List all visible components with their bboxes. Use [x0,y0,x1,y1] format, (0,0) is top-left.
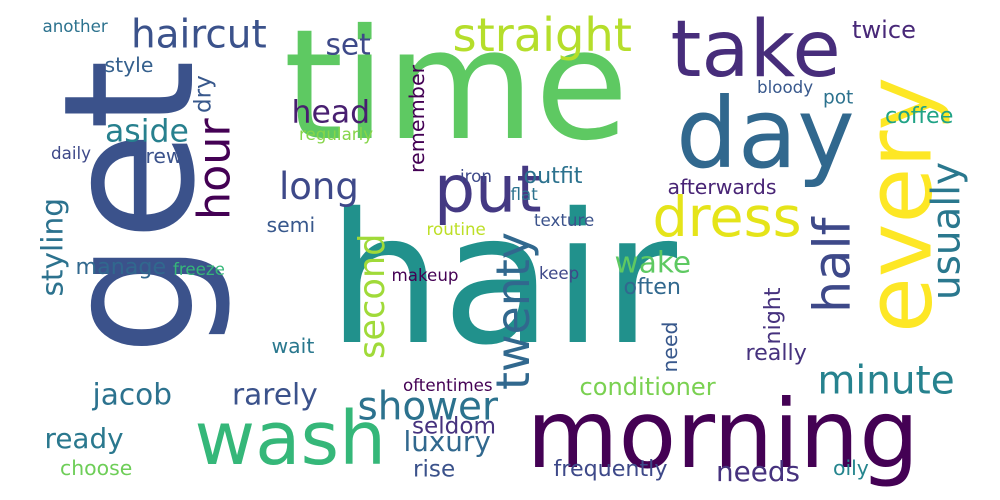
word-day: day [676,77,855,190]
word-routine: routine [426,219,486,239]
word-wait: wait [271,334,315,358]
word-bloody: bloody [757,77,814,97]
word-rise: rise [413,456,456,483]
word-coffee: coffee [885,103,954,129]
word-really: really [745,340,807,366]
word-afterwards: afterwards [667,175,777,199]
word-hour: hour [189,118,241,220]
word-minute: minute [817,358,955,404]
word-time: time [283,0,629,175]
word-outfit: outfit [523,163,583,189]
word-jacob: jacob [92,377,173,412]
word-conditioner: conditioner [579,373,716,401]
word-ready: ready [44,422,124,455]
word-head: head [291,94,371,131]
word-haircut: haircut [131,12,267,58]
word-hair: hair [327,174,678,385]
word-texture: texture [534,210,595,230]
word-oftentimes: oftentimes [403,375,493,395]
word-manage: manage [75,254,167,280]
word-take: take [670,3,841,95]
word-usually: usually [924,161,970,300]
word-luxury: luxury [403,425,491,458]
word-pot: pot [823,87,854,109]
word-long: long [279,165,359,208]
word-choose: choose [60,456,133,480]
word-shower: shower [357,384,498,430]
word-set: set [325,27,371,62]
word-twice: twice [852,16,916,44]
word-freeze: freeze [173,259,225,279]
word-need: need [658,321,682,373]
word-makeup: makeup [391,265,459,285]
word-style: style [104,53,154,77]
word-regularly: regularly [299,124,374,144]
word-half: half [803,217,863,314]
word-semi: semi [266,213,316,237]
word-morning: morning [526,380,920,490]
word-frequently: frequently [553,456,668,482]
word-night: night [760,287,786,345]
word-oily: oily [833,456,869,480]
word-another: another [42,16,108,36]
word-put: put [434,152,542,228]
word-often: often [623,274,681,300]
word-dry: dry [190,75,217,113]
word-second: second [352,233,393,360]
word-daily: daily [51,143,91,163]
word-aside: aside [105,113,189,150]
word-styling: styling [35,197,70,297]
word-seldom: seldom [412,413,496,440]
word-remember: remember [405,64,429,173]
word-dress: dress [652,185,802,250]
word-twenty: twenty [486,232,540,390]
word-keep: keep [539,263,580,283]
word-flat: flat [510,184,538,204]
word-needs: needs [716,455,800,488]
word-iron: iron [460,166,492,186]
word-wash: wash [194,396,387,482]
word-straight: straight [452,8,632,62]
word-brew: brew [132,144,183,168]
word-wake: wake [614,245,692,280]
word-rarely: rarely [232,377,318,412]
